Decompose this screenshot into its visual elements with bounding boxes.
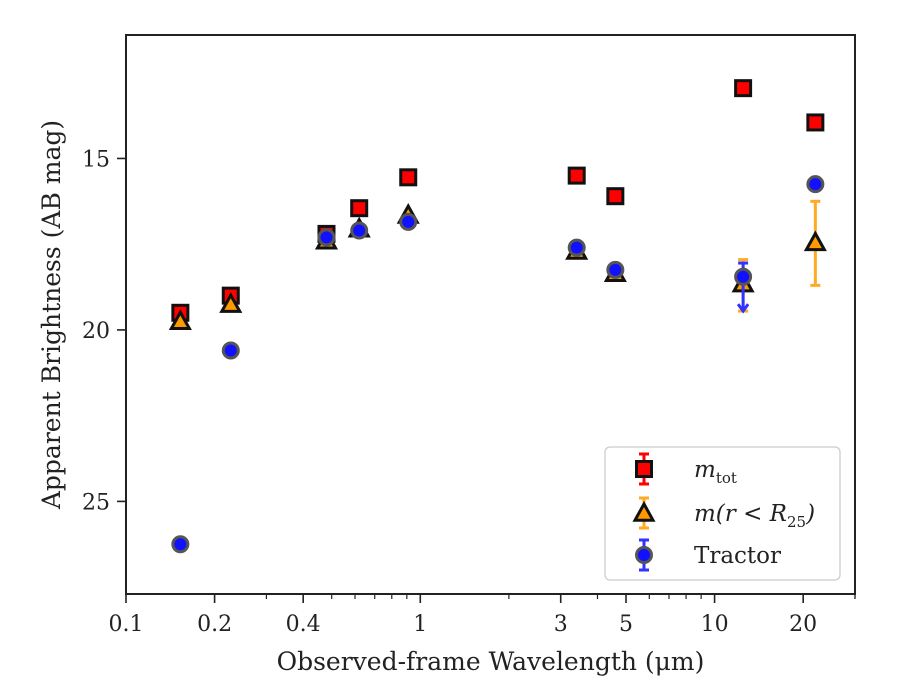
series-0-point-3	[350, 199, 369, 218]
series-2-point-4	[399, 212, 418, 231]
axes-ticks: 0.1 0.2 0.4 1 3 5 10 20 15 20 25	[82, 147, 856, 637]
legend-frame	[604, 446, 841, 581]
plot-area	[168, 79, 827, 554]
legend-marker-0	[635, 460, 653, 478]
series-2-errorbar-7-arrow	[736, 303, 750, 314]
legend-label-end-1: )	[805, 501, 815, 527]
x-tick-label-3: 1	[413, 612, 427, 637]
legend-label-sub-1: 25	[787, 513, 806, 531]
series-2-point-7	[734, 267, 753, 286]
series-0-point-4	[399, 168, 418, 187]
series-2-point-3	[350, 221, 369, 240]
series-0-point-7	[734, 79, 753, 98]
series-0-point-8	[806, 113, 825, 132]
legend-entry-2: Tractor	[635, 538, 781, 572]
series-2-point-0	[171, 535, 190, 554]
y-tick-label-2: 25	[82, 490, 110, 515]
legend-marker-2	[635, 546, 653, 564]
series-1-point-0	[168, 309, 192, 331]
x-tick-label-7: 20	[789, 612, 817, 637]
series-2-point-5	[567, 238, 586, 257]
series-2-point-8	[806, 175, 825, 194]
legend-label-main-0: m	[694, 457, 716, 483]
legend: mtot m(r < R25) Tractor	[604, 446, 841, 581]
plot-frame	[125, 34, 856, 595]
series-0	[171, 79, 825, 322]
y-tick-label-0: 15	[82, 147, 110, 172]
series-2-point-2	[317, 228, 336, 247]
x-tick-label-5: 5	[619, 612, 633, 637]
series-1-point-8	[803, 230, 827, 252]
y-tick-label-1: 20	[82, 319, 110, 344]
y-axis-label: Apparent Brightness (AB mag)	[37, 120, 66, 510]
legend-label-1: m(r < R25)	[694, 501, 815, 531]
legend-marker-1	[632, 500, 656, 522]
legend-entry-1: m(r < R25)	[632, 496, 815, 531]
series-1	[168, 199, 827, 331]
legend-label-sub-0: tot	[716, 469, 737, 487]
x-tick-label-4: 3	[554, 612, 568, 637]
series-2	[171, 175, 825, 554]
legend-label-2: Tractor	[694, 543, 781, 569]
x-axis-label: Observed-frame Wavelength (μm)	[277, 647, 705, 676]
x-tick-label-6: 10	[701, 612, 729, 637]
legend-label-0: mtot	[694, 457, 737, 487]
legend-entry-0: mtot	[635, 452, 737, 487]
series-2-point-6	[606, 260, 625, 279]
series-0-point-6	[606, 187, 625, 206]
series-0-point-5	[567, 166, 586, 185]
series-2-point-1	[221, 341, 240, 360]
x-tick-label-1: 0.2	[197, 612, 232, 637]
legend-label-main-1: m(r < R	[694, 501, 787, 527]
x-tick-label-0: 0.1	[109, 612, 144, 637]
x-tick-label-2: 0.4	[286, 612, 321, 637]
series-1-point-1	[219, 292, 243, 313]
